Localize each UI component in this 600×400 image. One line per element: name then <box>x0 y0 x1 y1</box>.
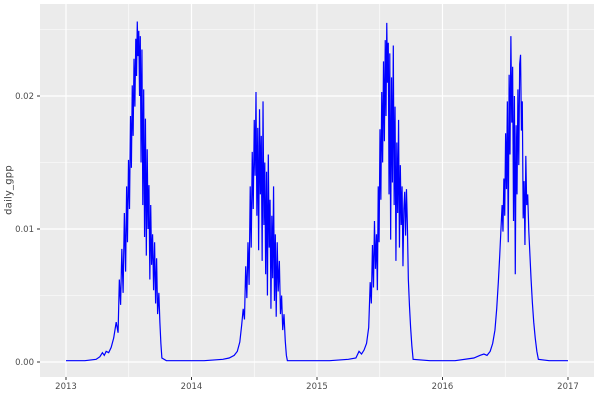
y-tick-label: 0.01 <box>15 225 34 235</box>
y-axis-title: daily_gpp <box>3 165 15 215</box>
x-tick-label: 2017 <box>557 382 579 392</box>
x-tick-label: 2016 <box>432 382 454 392</box>
x-tick-label: 2014 <box>181 382 203 392</box>
x-tick-label: 2015 <box>306 382 328 392</box>
x-tick-label: 2013 <box>55 382 77 392</box>
y-tick-label: 0.00 <box>15 358 34 368</box>
y-tick-label: 0.02 <box>15 92 34 102</box>
gpp-line-series <box>66 21 568 362</box>
